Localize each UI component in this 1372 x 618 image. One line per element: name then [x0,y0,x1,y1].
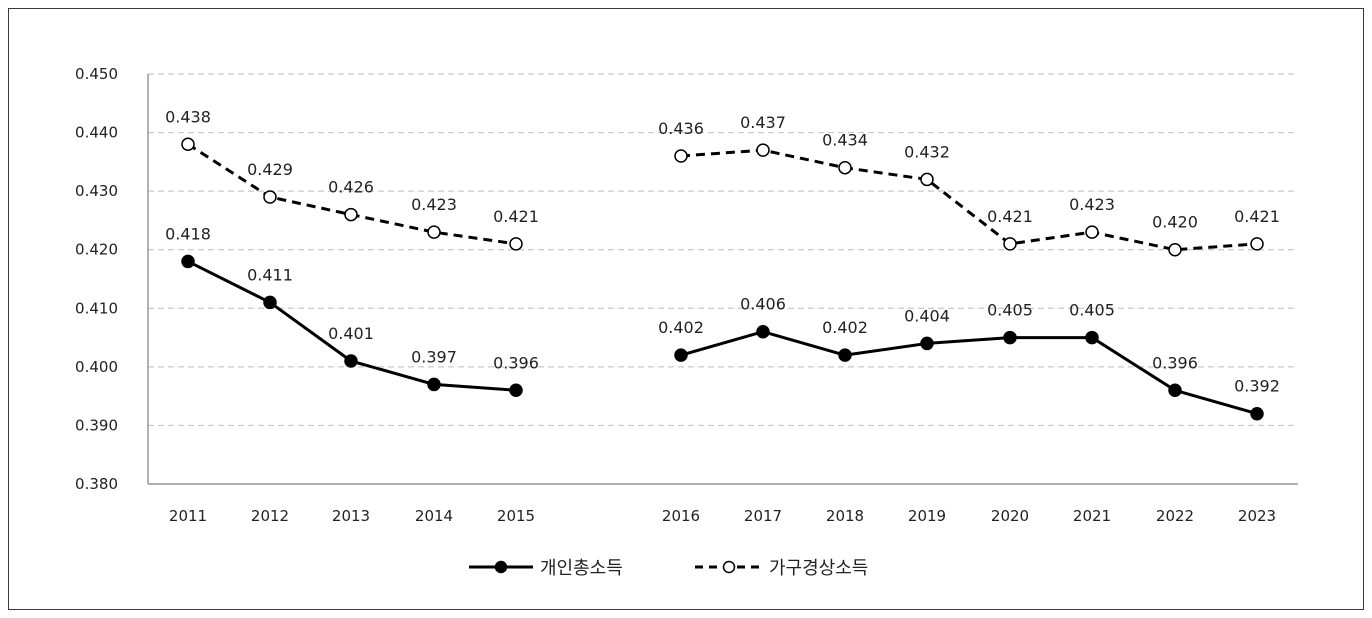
data-point-marker [920,172,934,187]
data-point-marker [263,190,277,204]
x-tick-label: 2018 [826,507,864,525]
data-label: 0.401 [328,324,374,343]
data-label: 0.429 [247,160,293,179]
y-tick-label: 0.390 [75,416,118,434]
x-tick-label: 2021 [1073,507,1111,525]
data-point-marker [1168,383,1182,398]
data-label: 0.392 [1234,377,1280,396]
data-label: 0.406 [740,295,786,314]
data-label: 0.423 [411,195,457,214]
data-point-marker [756,324,770,339]
data-point-marker [509,383,523,398]
y-tick-label: 0.440 [75,124,118,142]
data-label: 0.421 [493,207,539,226]
data-point-marker [1250,237,1264,251]
x-tick-label: 2022 [1156,507,1194,525]
data-label: 0.438 [165,107,211,126]
data-label: 0.405 [987,301,1033,320]
data-point-marker [838,348,852,362]
data-point-marker [1003,237,1017,251]
data-point-marker [181,137,195,152]
x-tick-label: 2015 [497,507,535,525]
data-label: 0.434 [822,131,868,150]
data-point-marker [1003,330,1017,345]
y-tick-label: 0.430 [75,182,118,200]
data-label: 0.396 [493,353,539,372]
data-point-marker [344,207,358,222]
chart-frame [8,8,1364,610]
data-label: 0.423 [1069,195,1115,214]
data-point-marker [674,149,688,163]
legend-marker-personal-income [494,560,508,574]
data-labels: 0.418 0.411 0.401 0.397 0.396 0.402 0.406 0.402… [165,107,1280,395]
data-label: 0.436 [658,119,704,138]
data-point-marker [1085,225,1099,239]
data-point-marker [920,336,934,351]
x-tick-label: 2012 [251,507,289,525]
y-tick-label: 0.410 [75,299,118,317]
legend-label-household-income: 가구경상소득 [769,558,868,579]
data-point-marker [427,225,441,239]
data-point-marker [509,237,523,251]
data-label: 0.396 [1152,353,1198,372]
legend-item-household-income: 가구경상소득 [695,558,868,579]
data-label: 0.426 [328,178,374,197]
x-tick-label: 2013 [332,507,370,525]
data-label: 0.437 [740,113,786,132]
y-tick-label: 0.450 [75,65,118,83]
data-point-marker [263,295,277,310]
data-point-marker [1250,406,1264,421]
y-tick-labels: 0.380 0.390 0.400 0.410 0.420 0.430 0.440 0.450 [75,65,118,493]
series-markers [181,137,1264,421]
gridlines [148,73,1298,427]
legend-marker-household-income [722,560,736,574]
legend-item-personal-income: 개인총소득 [469,558,623,579]
data-point-marker [181,254,195,269]
x-tick-label: 2020 [991,507,1029,525]
x-tick-label: 2019 [908,507,946,525]
data-label: 0.421 [1234,207,1280,226]
y-tick-label: 0.420 [75,241,118,259]
data-point-marker [427,377,441,392]
data-label: 0.418 [165,224,211,243]
data-label: 0.411 [247,265,293,284]
x-tick-labels: 2011 2012 2013 2014 2015 2016 2017 2018 2019 2020… [169,507,1276,525]
series-line-1-segment-1 [680,148,1258,252]
x-tick-label: 2023 [1238,507,1276,525]
x-tick-label: 2016 [662,507,700,525]
legend: 개인총소득 가구경상소득 [469,558,868,579]
data-point-marker [756,143,770,157]
series-line-0-segment-1 [680,330,1258,416]
x-tick-label: 2011 [169,507,207,525]
legend-label-personal-income: 개인총소득 [540,558,623,579]
data-point-marker [344,354,358,368]
data-point-marker [1085,330,1099,345]
data-label: 0.432 [904,142,950,161]
data-label: 0.402 [822,318,868,337]
data-label: 0.421 [987,207,1033,226]
data-label: 0.405 [1069,301,1115,320]
data-label: 0.420 [1152,213,1198,232]
y-tick-label: 0.400 [75,358,118,376]
data-point-marker [1168,242,1182,257]
data-label: 0.402 [658,318,704,337]
x-tick-label: 2014 [415,507,453,525]
axes [147,74,1298,485]
data-label: 0.397 [411,347,457,366]
data-point-marker [674,348,688,362]
data-label: 0.404 [904,306,950,325]
y-tick-label: 0.380 [75,475,118,493]
x-tick-label: 2017 [744,507,782,525]
data-point-marker [838,160,852,175]
